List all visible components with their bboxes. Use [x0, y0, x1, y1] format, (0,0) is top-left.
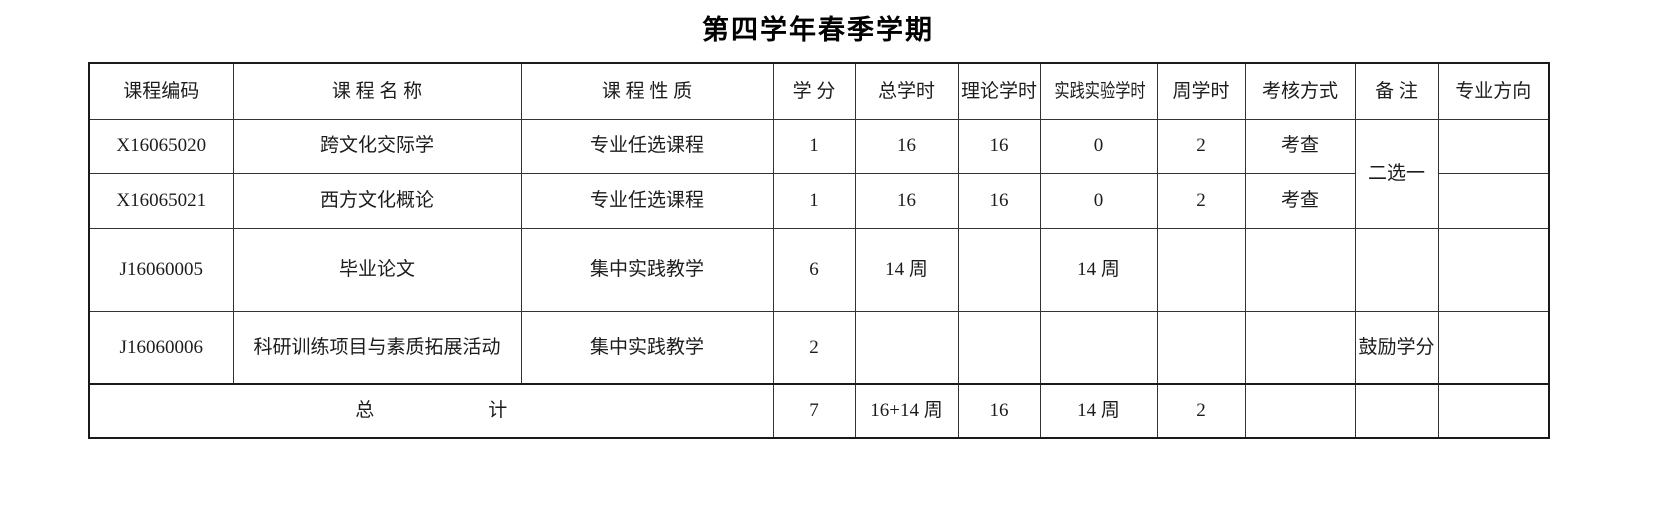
cell-course-nature: 集中实践教学 [520, 310, 774, 385]
header-weekly-hours: 周学时 [1156, 62, 1246, 120]
cell-weekly-hours [1156, 227, 1246, 312]
cell-total-hours: 14 周 [854, 227, 959, 312]
cell-weekly-hours: 2 [1156, 172, 1246, 229]
cell-major-direction [1437, 172, 1550, 229]
cell-course-code: X16065021 [88, 172, 234, 229]
cell-assessment: 考查 [1244, 118, 1356, 174]
table-row: J16060005 毕业论文 集中实践教学 6 14 周 14 周 [88, 227, 1550, 312]
cell-remark: 鼓励学分 [1354, 310, 1439, 385]
cell-course-name: 毕业论文 [232, 227, 522, 312]
cell-total-hours: 16 [854, 172, 959, 229]
header-course-nature: 课 程 性 质 [520, 62, 774, 120]
cell-theory-hours [957, 310, 1041, 385]
header-assessment: 考核方式 [1244, 62, 1356, 120]
cell-practice-hours: 0 [1039, 118, 1158, 174]
cell-course-code: J16060005 [88, 227, 234, 312]
cell-remark-merged: 二选一 [1354, 118, 1439, 229]
cell-course-code: X16065020 [88, 118, 234, 174]
cell-theory-hours: 16 [957, 172, 1041, 229]
cell-total-hours [854, 310, 959, 385]
cell-course-nature: 集中实践教学 [520, 227, 774, 312]
cell-practice-hours: 0 [1039, 172, 1158, 229]
cell-practice-hours: 14 周 [1039, 227, 1158, 312]
header-remark: 备 注 [1354, 62, 1439, 120]
cell-weekly-hours: 2 [1156, 118, 1246, 174]
cell-assessment [1244, 227, 1356, 312]
header-theory-hours: 理论学时 [957, 62, 1041, 120]
cell-course-nature: 专业任选课程 [520, 172, 774, 229]
total-practice-hours: 14 周 [1039, 383, 1158, 439]
cell-theory-hours [957, 227, 1041, 312]
cell-credits: 1 [772, 118, 856, 174]
header-major-direction: 专业方向 [1437, 62, 1550, 120]
cell-theory-hours: 16 [957, 118, 1041, 174]
total-credits: 7 [772, 383, 856, 439]
total-major-direction [1437, 383, 1550, 439]
cell-course-name: 科研训练项目与素质拓展活动 [232, 310, 522, 385]
table-row: X16065020 跨文化交际学 专业任选课程 1 16 16 0 2 考查 二… [88, 118, 1550, 229]
table-row: J16060006 科研训练项目与素质拓展活动 集中实践教学 2 鼓励学分 [88, 310, 1550, 385]
cell-credits: 6 [772, 227, 856, 312]
total-theory-hours: 16 [957, 383, 1041, 439]
header-row: 课程编码 课 程 名 称 课 程 性 质 学 分 总学时 理论学时 实践实验学时… [88, 62, 1550, 120]
total-assessment [1244, 383, 1356, 439]
cell-remark [1354, 227, 1439, 312]
cell-major-direction [1437, 310, 1550, 385]
cell-total-hours: 16 [854, 118, 959, 174]
cell-credits: 2 [772, 310, 856, 385]
header-practice-hours: 实践实验学时 [1039, 62, 1158, 120]
header-course-code: 课程编码 [88, 62, 234, 120]
cell-weekly-hours [1156, 310, 1246, 385]
total-remark [1354, 383, 1439, 439]
total-row: 总 计 7 16+14 周 16 14 周 2 [88, 383, 1550, 439]
cell-major-direction [1437, 118, 1550, 174]
header-credits: 学 分 [772, 62, 856, 120]
cell-assessment: 考查 [1244, 172, 1356, 229]
semester-course-table: 课程编码 课 程 名 称 课 程 性 质 学 分 总学时 理论学时 实践实验学时… [88, 62, 1550, 439]
cell-credits: 1 [772, 172, 856, 229]
header-total-hours: 总学时 [854, 62, 959, 120]
cell-course-nature: 专业任选课程 [520, 118, 774, 174]
cell-assessment [1244, 310, 1356, 385]
cell-major-direction [1437, 227, 1550, 312]
page-title: 第四学年春季学期 [702, 15, 934, 45]
cell-course-name: 跨文化交际学 [232, 118, 522, 174]
cell-course-name: 西方文化概论 [232, 172, 522, 229]
total-total-hours: 16+14 周 [854, 383, 959, 439]
total-label: 总 计 [88, 383, 774, 439]
header-practice-hours-label: 实践实验学时 [1053, 80, 1146, 102]
cell-practice-hours [1039, 310, 1158, 385]
total-weekly-hours: 2 [1156, 383, 1246, 439]
table-row: X16065021 西方文化概论 专业任选课程 1 16 16 0 2 考查 [88, 172, 1550, 229]
header-course-name: 课 程 名 称 [232, 62, 522, 120]
cell-course-code: J16060006 [88, 310, 234, 385]
